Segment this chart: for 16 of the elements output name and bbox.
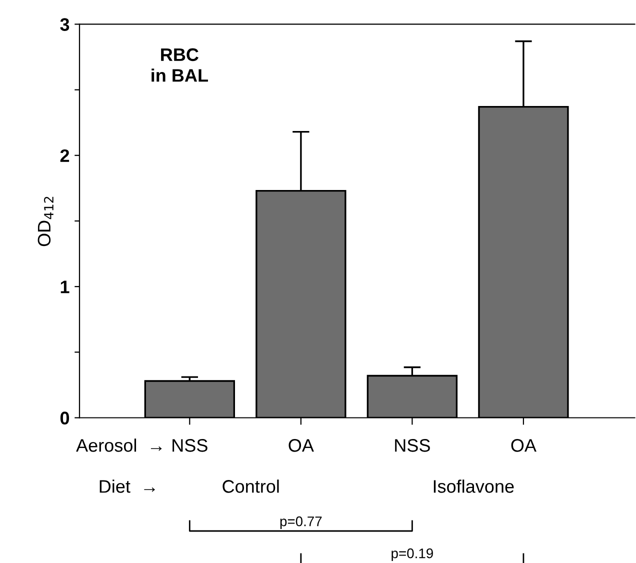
text: Isoflavone — [434, 480, 514, 493]
annotation: RBC in BAL — [152, 48, 208, 82]
y-tick-label: 3 — [60, 18, 70, 31]
text: Aerosol → — [76, 438, 162, 452]
y-axis-title: OD$_{412}$ — [38, 196, 54, 246]
text: p=0.77 — [280, 516, 322, 529]
x-tick-label: OA — [511, 439, 536, 452]
x-tick-label: NSS — [395, 439, 430, 452]
text: Control — [222, 480, 279, 493]
y-tick-label: 2 — [60, 149, 70, 162]
x-tick-label: NSS — [172, 439, 208, 452]
x-tick-label: OA — [288, 439, 314, 452]
text: p=0.19 — [392, 548, 433, 561]
y-tick-label: 0 — [60, 412, 70, 424]
y-tick-label: 1 — [60, 280, 70, 294]
text: Diet → — [100, 480, 155, 493]
